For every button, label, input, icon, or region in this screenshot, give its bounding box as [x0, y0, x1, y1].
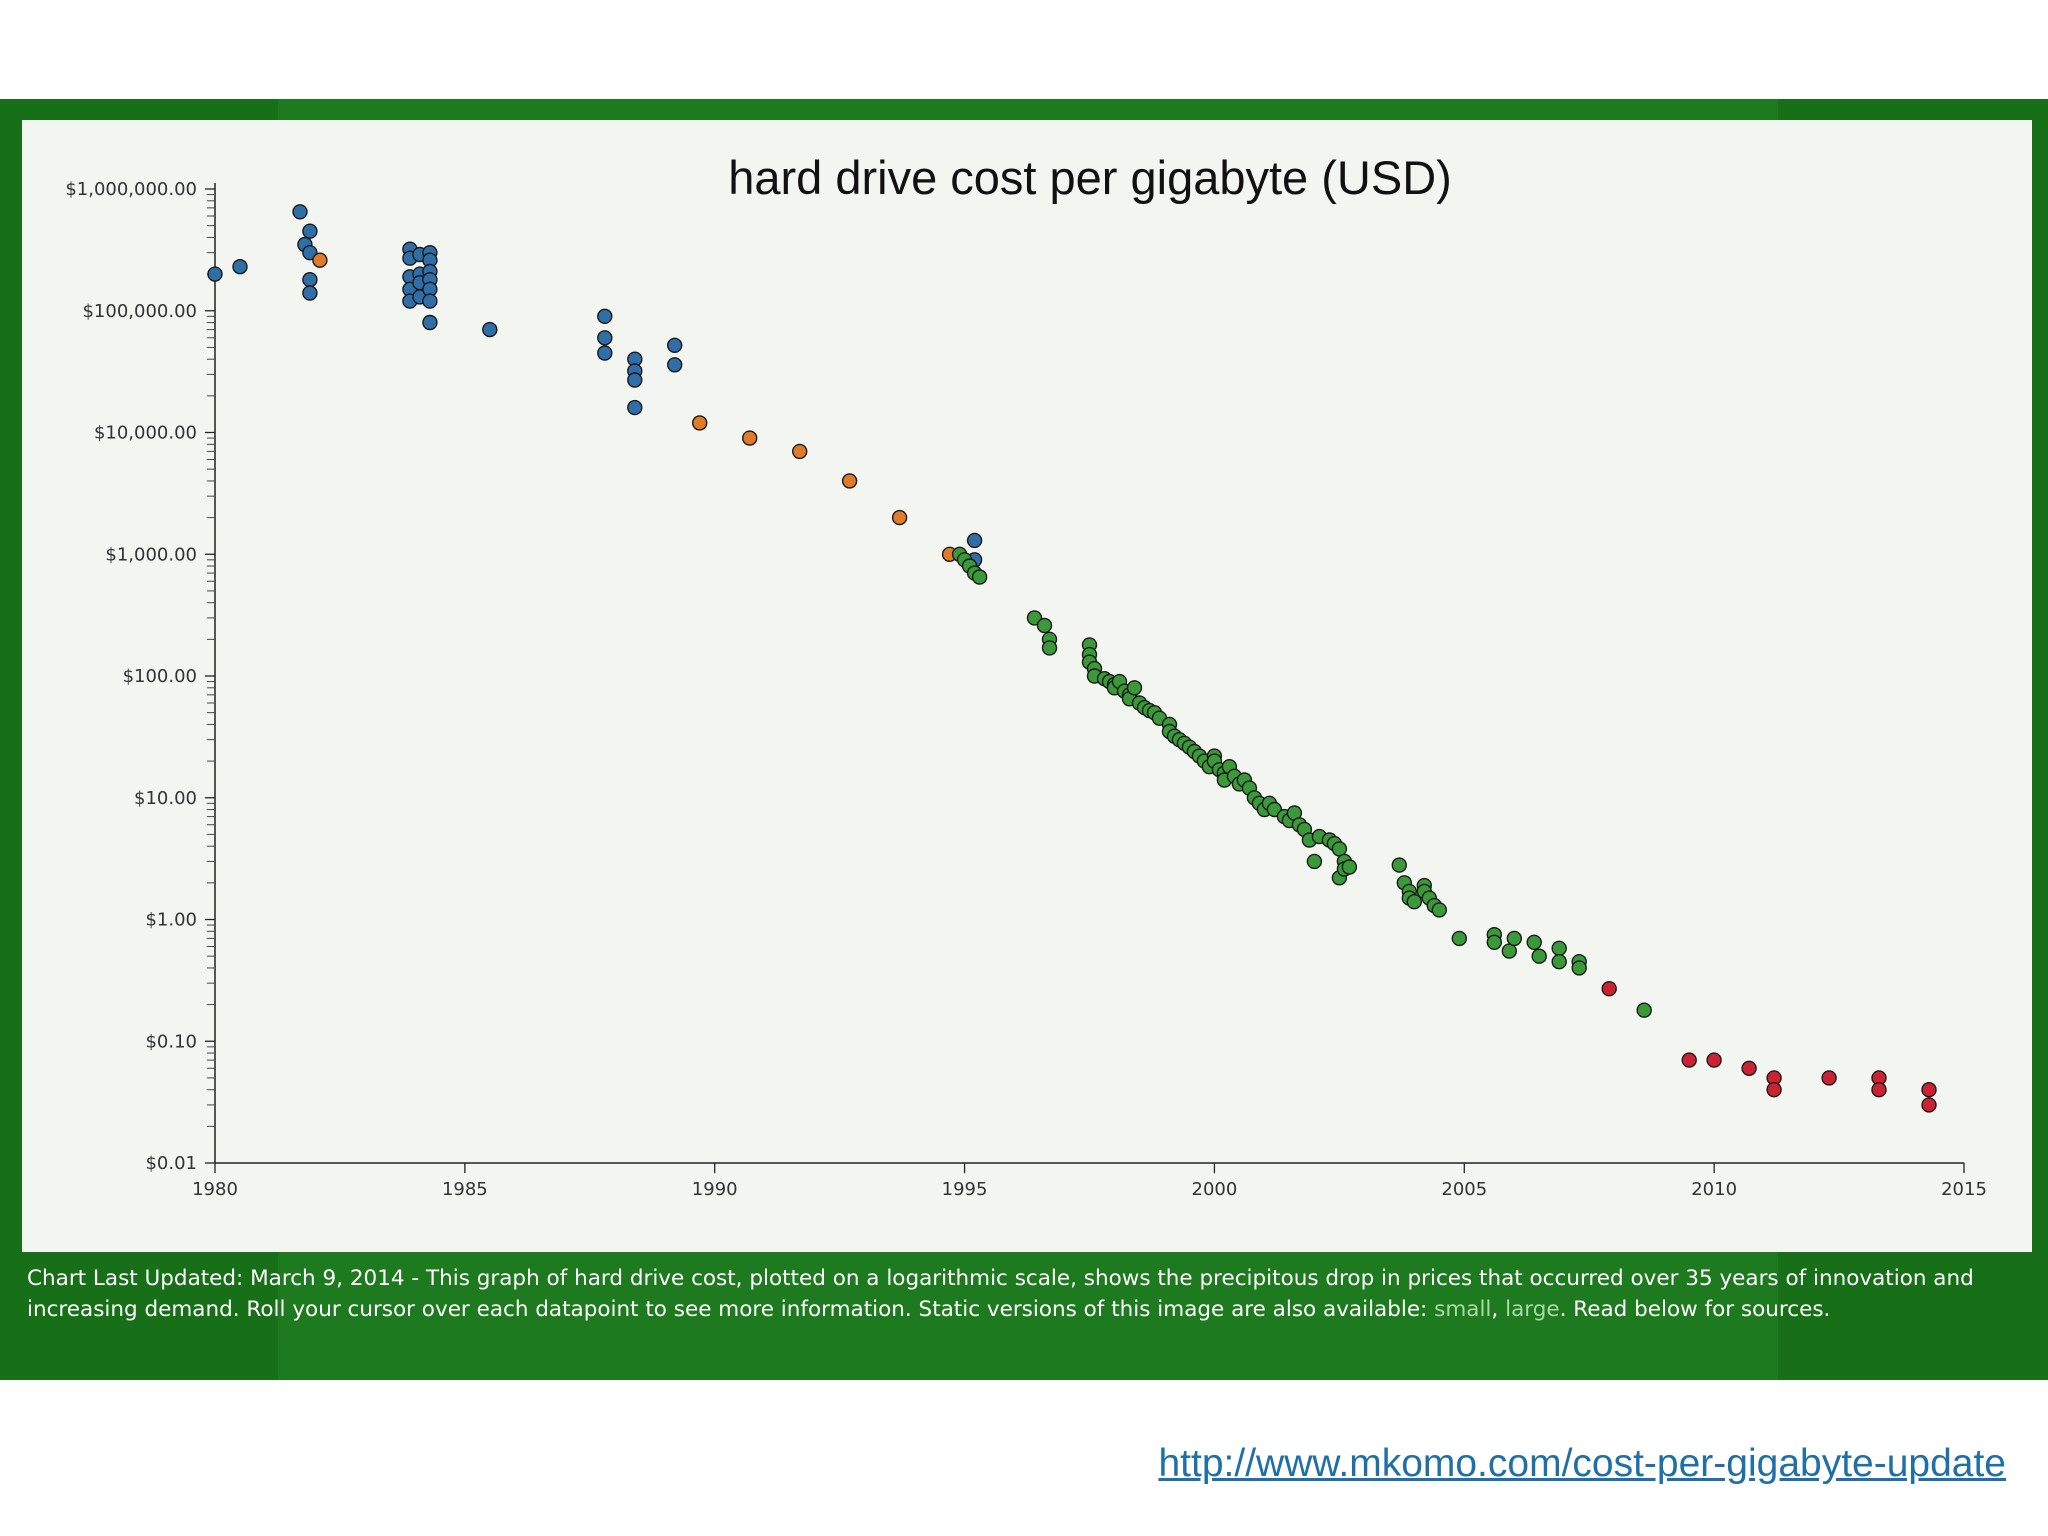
- scatter-chart: hard drive cost per gigabyte (USD) $0.01…: [65, 151, 1987, 1200]
- data-point-blue: [667, 337, 683, 354]
- data-point-green: [1036, 617, 1053, 634]
- data-point-orange: [742, 430, 758, 446]
- chart-caption: Chart Last Updated: March 9, 2014 - This…: [27, 1263, 2019, 1325]
- caption-tail: . Read below for sources.: [1559, 1297, 1831, 1322]
- data-point-green: [1391, 857, 1408, 873]
- y-tick-label: $1,000,000.00: [65, 179, 197, 200]
- data-point-green: [1551, 940, 1567, 956]
- data-point-blue: [302, 223, 318, 239]
- data-point-blue: [302, 285, 318, 301]
- y-tick-label: $100.00: [123, 666, 197, 687]
- source-url-link[interactable]: http://www.mkomo.com/cost-per-gigabyte-u…: [1158, 1442, 2006, 1485]
- y-tick-label: $10.00: [134, 788, 197, 809]
- data-point-red: [1871, 1082, 1887, 1098]
- data-point-red: [1766, 1082, 1782, 1098]
- data-point-orange: [792, 443, 808, 460]
- data-point-green: [1636, 1002, 1652, 1018]
- y-tick-label: $0.10: [145, 1031, 197, 1052]
- data-points: [207, 204, 1937, 1113]
- data-point-green: [1431, 902, 1448, 918]
- data-point-green: [1486, 934, 1503, 950]
- data-point-orange: [891, 509, 908, 526]
- data-point-red: [1706, 1052, 1722, 1068]
- data-point-blue: [302, 271, 318, 288]
- data-point-red: [1681, 1052, 1697, 1068]
- data-point-green: [1126, 680, 1143, 696]
- x-tick-label: 2000: [1192, 1179, 1238, 1200]
- data-point-blue: [667, 357, 683, 373]
- y-tick-label: $10,000.00: [94, 423, 197, 444]
- data-point-blue: [627, 372, 643, 388]
- data-point-blue: [597, 308, 613, 325]
- small-version-link[interactable]: small: [1434, 1297, 1492, 1322]
- y-tick-label: $0.01: [145, 1153, 197, 1174]
- data-point-red: [1921, 1082, 1937, 1098]
- data-point-red: [1921, 1097, 1937, 1113]
- x-tick-label: 1990: [692, 1179, 738, 1200]
- data-point-orange: [692, 415, 708, 431]
- chart-title: hard drive cost per gigabyte (USD): [728, 151, 1452, 204]
- data-point-blue: [292, 204, 308, 220]
- data-point-green: [1306, 853, 1323, 870]
- data-point-green: [971, 569, 988, 585]
- data-point-green: [1501, 943, 1518, 959]
- data-point-blue: [232, 258, 248, 275]
- data-point-green: [1341, 859, 1358, 875]
- x-tick-label: 2005: [1441, 1179, 1487, 1200]
- data-point-green: [1451, 930, 1468, 947]
- data-point-blue: [597, 330, 613, 346]
- x-tick-label: 1995: [942, 1179, 988, 1200]
- y-tick-label: $1.00: [145, 910, 197, 931]
- data-point-blue: [597, 345, 613, 361]
- data-point-red: [1601, 981, 1617, 997]
- data-point-blue: [207, 266, 223, 282]
- y-tick-label: $1,000.00: [105, 544, 197, 565]
- data-point-orange: [312, 252, 328, 268]
- data-point-blue: [422, 314, 438, 331]
- data-point-red: [1821, 1070, 1837, 1086]
- data-point-blue: [627, 399, 643, 416]
- caption-separator: ,: [1491, 1297, 1506, 1322]
- data-point-green: [1526, 934, 1542, 950]
- chart-panel: hard drive cost per gigabyte (USD) $0.01…: [22, 120, 2032, 1252]
- axes: $0.01 $0.10 $1.00 $10.00 $100.00 $1,000.00 $10…: [65, 179, 1987, 1200]
- y-tick-label: $100,000.00: [82, 301, 197, 322]
- caption-text: Chart Last Updated: March 9, 2014 - This…: [27, 1266, 1974, 1322]
- data-point-green: [1551, 954, 1567, 970]
- x-tick-label: 1985: [442, 1179, 488, 1200]
- data-point-green: [1041, 640, 1058, 656]
- data-point-blue: [966, 532, 983, 549]
- x-tick-label: 2015: [1941, 1179, 1987, 1200]
- x-tick-label: 1980: [192, 1179, 238, 1200]
- data-point-red: [1741, 1060, 1757, 1076]
- data-point-green: [1531, 948, 1547, 964]
- data-point-green: [1506, 930, 1523, 947]
- data-point-orange: [841, 473, 858, 489]
- data-point-blue: [482, 321, 498, 338]
- data-point-blue: [422, 293, 438, 309]
- chart-frame: hard drive cost per gigabyte (USD) $0.01…: [0, 99, 2048, 1380]
- data-point-green: [1406, 894, 1423, 910]
- x-tick-label: 2010: [1691, 1179, 1737, 1200]
- data-point-green: [1571, 960, 1587, 976]
- large-version-link[interactable]: large: [1505, 1297, 1560, 1322]
